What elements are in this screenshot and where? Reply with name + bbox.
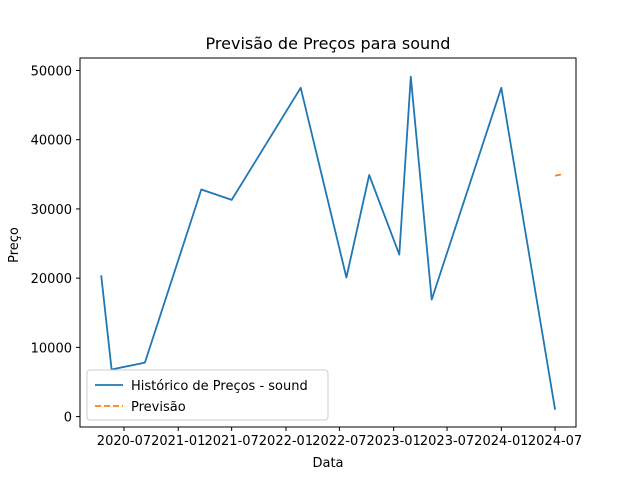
y-tick-label: 30000 xyxy=(31,203,72,218)
x-tick-label: 2023-01 xyxy=(366,434,420,449)
x-axis: 2020-07 2021-01 2021-07 2022-01 2022-07 2023-… xyxy=(97,427,582,449)
legend-label: Previsão xyxy=(131,400,186,415)
y-tick-label: 50000 xyxy=(31,64,72,79)
x-tick-label: 2021-07 xyxy=(204,434,258,449)
x-tick-label: 2021-01 xyxy=(151,434,205,449)
y-tick-label: 10000 xyxy=(31,341,72,356)
series-layer xyxy=(100,75,563,410)
x-tick-label: 2022-07 xyxy=(312,434,366,449)
plot-area xyxy=(79,57,577,428)
y-axis: 0 10000 20000 30000 40000 50000 xyxy=(31,64,80,426)
x-tick-label: 2023-07 xyxy=(420,434,474,449)
legend: Histórico de Preços - sound Previsão xyxy=(86,369,329,421)
legend-box xyxy=(86,369,329,421)
chart-title: Previsão de Preços para sound xyxy=(206,34,451,53)
x-tick-label: 2022-01 xyxy=(259,434,313,449)
y-axis-label: Preço xyxy=(7,227,22,263)
y-tick-label: 0 xyxy=(64,411,72,426)
x-tick-label: 2020-07 xyxy=(97,434,151,449)
x-tick-label: 2024-01 xyxy=(474,434,528,449)
legend-label: Histórico de Preços - sound xyxy=(131,379,308,394)
x-axis-label: Data xyxy=(312,456,343,471)
series-line xyxy=(554,173,563,177)
series-line xyxy=(100,75,556,410)
plot-frame xyxy=(79,57,577,428)
x-tick-label: 2024-07 xyxy=(528,434,582,449)
y-tick-label: 40000 xyxy=(31,134,72,149)
y-tick-label: 20000 xyxy=(31,272,72,287)
